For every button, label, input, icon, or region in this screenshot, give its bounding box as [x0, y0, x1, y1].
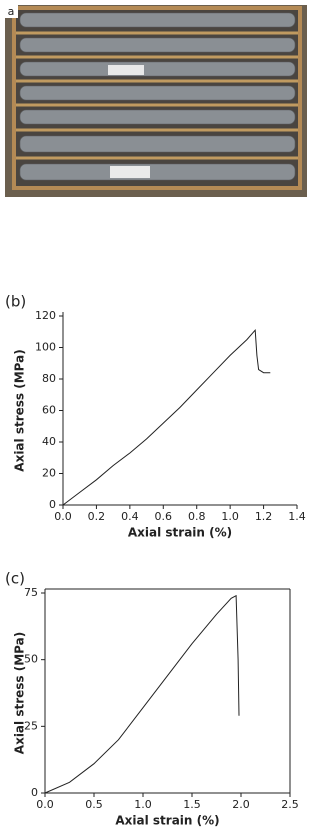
y-tick-label: 75 — [24, 586, 38, 599]
y-axis-label: Axial stress (MPa) — [13, 349, 27, 471]
y-tick-label: 120 — [35, 309, 56, 322]
panel-label: (b) — [5, 293, 26, 311]
core-photo: a — [5, 5, 307, 197]
y-axis-label: Axial stress (MPa) — [13, 632, 27, 754]
x-tick-label: 0.2 — [88, 510, 106, 523]
x-tick-label: 0.8 — [188, 510, 206, 523]
photo-label: a — [8, 5, 15, 18]
y-tick-label: 25 — [24, 719, 38, 732]
y-tick-label: 80 — [42, 372, 56, 385]
x-tick-label: 1.2 — [255, 510, 273, 523]
x-tick-label: 0.5 — [85, 798, 103, 811]
x-tick-label: 1.4 — [288, 510, 306, 523]
y-tick-label: 100 — [35, 341, 56, 354]
x-tick-label: 1.5 — [183, 798, 201, 811]
x-axis-label: Axial strain (%) — [115, 814, 219, 828]
y-tick-label: 0 — [31, 786, 38, 799]
stress-strain-curve — [62, 328, 271, 506]
y-tick-label: 0 — [49, 498, 56, 511]
x-tick-label: 1.0 — [221, 510, 239, 523]
y-tick-label: 40 — [42, 435, 56, 448]
x-tick-label: 1.0 — [134, 798, 152, 811]
x-tick-label: 0.0 — [54, 510, 72, 523]
y-tick-label: 50 — [24, 653, 38, 666]
y-tick-label: 60 — [42, 404, 56, 417]
x-axis-label: Axial strain (%) — [128, 526, 232, 540]
panel-label: (c) — [5, 570, 25, 588]
x-tick-label: 0.6 — [155, 510, 173, 523]
x-tick-label: 2.0 — [232, 798, 250, 811]
y-tick-label: 20 — [42, 467, 56, 480]
x-tick-label: 2.5 — [281, 798, 299, 811]
x-tick-label: 0.4 — [121, 510, 139, 523]
x-tick-label: 0.0 — [36, 798, 54, 811]
stress-strain-curve — [44, 594, 240, 794]
